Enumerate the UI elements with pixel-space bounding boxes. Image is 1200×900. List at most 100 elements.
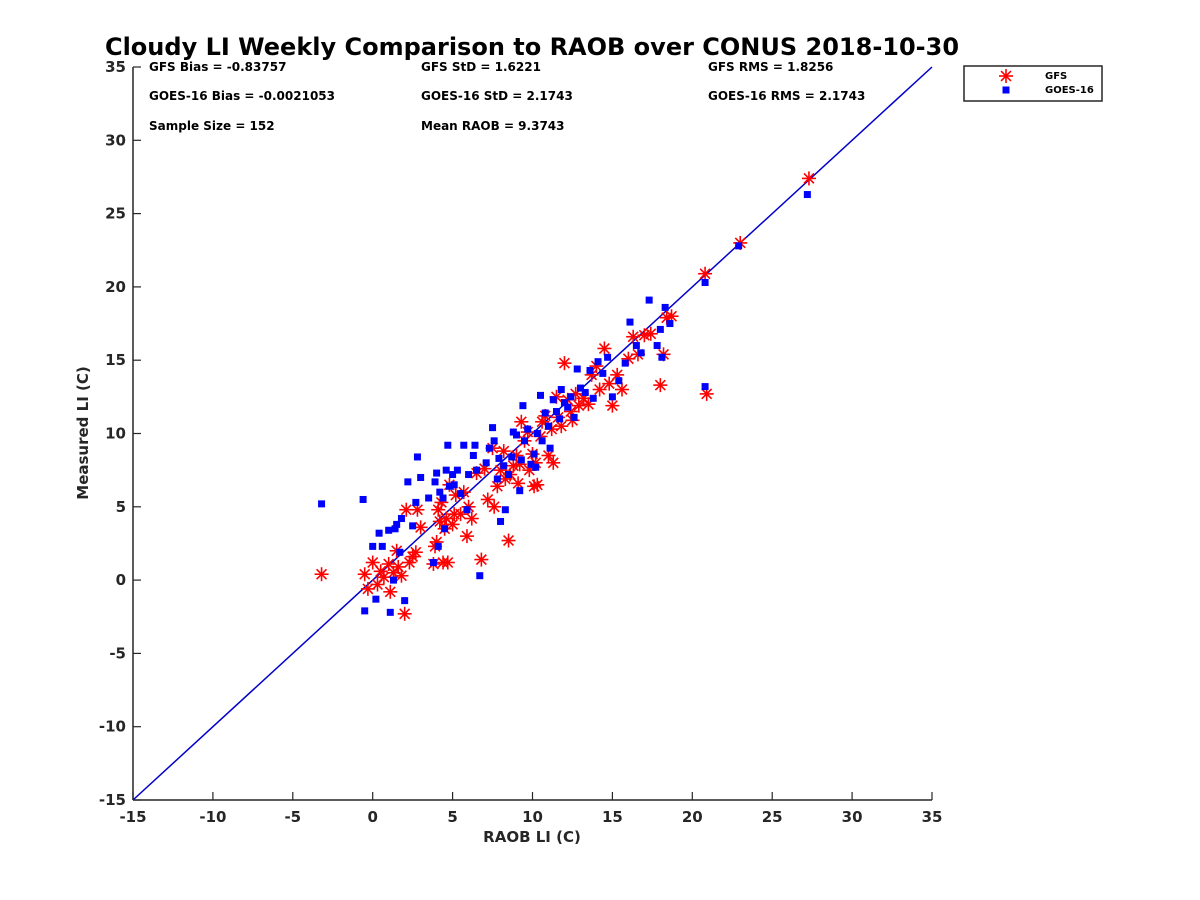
goes16-point bbox=[541, 409, 549, 417]
gfs-point bbox=[357, 567, 372, 582]
legend-box bbox=[963, 65, 1103, 102]
gfs-point bbox=[383, 584, 398, 599]
goes16-point bbox=[501, 506, 509, 514]
legend: GFS GOES-16 bbox=[963, 65, 1103, 102]
goes16-point bbox=[493, 475, 501, 483]
y-tick-label: 35 bbox=[105, 58, 126, 76]
goes16-point bbox=[444, 441, 452, 449]
gfs-point bbox=[530, 477, 545, 492]
y-axis-label: Measured LI (C) bbox=[74, 366, 92, 499]
goes16-point bbox=[389, 576, 397, 584]
stat-gfs-bias: GFS Bias = -0.83757 bbox=[149, 60, 286, 74]
gfs-point bbox=[474, 552, 489, 567]
goes16-point bbox=[469, 451, 477, 459]
goes16-point bbox=[656, 325, 664, 333]
goes16-point bbox=[434, 542, 442, 550]
ticks-layer: -15 -10 -5 0 5 10 15 20 25 30 35 -15 -10 -5 0 5 10 15 20 25… bbox=[99, 58, 943, 826]
goes16-point bbox=[449, 471, 457, 479]
goes16-point bbox=[489, 424, 497, 432]
goes16-point bbox=[431, 478, 439, 486]
goes16-point bbox=[521, 437, 529, 445]
goes16-point bbox=[573, 365, 581, 373]
gfs-point bbox=[557, 356, 572, 371]
stats-block: GFS Bias = -0.83757 GFS StD = 1.6221 GFS… bbox=[149, 60, 865, 133]
gfs-point bbox=[445, 517, 460, 532]
gfs-point bbox=[605, 398, 620, 413]
chart-title: Cloudy LI Weekly Comparison to RAOB over… bbox=[105, 33, 959, 61]
goes16-point bbox=[439, 494, 447, 502]
goes16-point bbox=[658, 353, 666, 361]
goes16-point bbox=[391, 525, 399, 533]
y-tick-label: 5 bbox=[116, 498, 126, 516]
goes16-point bbox=[608, 393, 616, 401]
x-tick-label: 20 bbox=[682, 808, 703, 826]
stat-goes-rms: GOES-16 RMS = 2.1743 bbox=[708, 89, 865, 103]
goes16-point bbox=[318, 500, 326, 508]
gfs-point bbox=[698, 266, 713, 281]
goes16-point bbox=[471, 441, 479, 449]
legend-goes16-symbol bbox=[1002, 86, 1010, 94]
goes16-point bbox=[441, 525, 449, 533]
x-tick-label: 10 bbox=[522, 808, 543, 826]
goes16-point bbox=[485, 444, 493, 452]
y-tick-label: -15 bbox=[99, 791, 126, 809]
x-tick-label: 30 bbox=[842, 808, 863, 826]
y-tick-label: 20 bbox=[105, 278, 126, 296]
goes16-point bbox=[530, 450, 538, 458]
goes16-point bbox=[453, 466, 461, 474]
goes16-point bbox=[557, 386, 565, 394]
goes16-point bbox=[632, 342, 640, 350]
stat-goes-std: GOES-16 StD = 2.1743 bbox=[421, 89, 573, 103]
goes16-point bbox=[465, 471, 473, 479]
goes16-point bbox=[546, 444, 554, 452]
goes16-point bbox=[621, 359, 629, 367]
x-tick-label: 35 bbox=[922, 808, 943, 826]
reference-line-layer bbox=[132, 66, 933, 801]
gfs-point bbox=[541, 448, 556, 463]
goes16-point bbox=[567, 393, 575, 401]
goes16-point bbox=[433, 469, 441, 477]
x-tick-label: -5 bbox=[284, 808, 301, 826]
legend-label-goes: GOES-16 bbox=[1045, 85, 1094, 96]
goes16-point bbox=[532, 463, 540, 471]
x-tick-label: 5 bbox=[447, 808, 457, 826]
goes16-point bbox=[375, 529, 383, 537]
legend-label-gfs: GFS bbox=[1045, 71, 1067, 82]
goes16-point bbox=[527, 460, 535, 468]
goes16-point bbox=[524, 425, 532, 433]
goes16-point bbox=[500, 462, 508, 470]
goes16-point bbox=[586, 366, 594, 374]
y-tick-label: 30 bbox=[105, 131, 126, 149]
stat-sample-size: Sample Size = 152 bbox=[149, 119, 275, 133]
goes16-point bbox=[594, 358, 602, 366]
goes16-point bbox=[513, 431, 521, 439]
gfs-point bbox=[653, 378, 668, 393]
goes16-point bbox=[570, 413, 578, 421]
goes16-point bbox=[508, 453, 516, 461]
y-tick-label: 10 bbox=[105, 425, 126, 443]
gfs-point bbox=[602, 376, 617, 391]
goes16-point bbox=[401, 597, 409, 605]
goes16-point bbox=[396, 548, 404, 556]
gfs-point bbox=[394, 568, 409, 583]
gfs-point bbox=[496, 444, 511, 459]
gfs-point bbox=[614, 382, 629, 397]
goes16-point bbox=[560, 399, 568, 407]
goes16-point bbox=[556, 415, 564, 423]
gfs-point bbox=[501, 533, 516, 548]
y-tick-label: -10 bbox=[99, 718, 126, 736]
goes16-point bbox=[599, 369, 607, 377]
goes16-point bbox=[476, 572, 484, 580]
goes16-point bbox=[393, 520, 401, 528]
stat-gfs-rms: GFS RMS = 1.8256 bbox=[708, 60, 833, 74]
goes16-point bbox=[549, 396, 557, 404]
goes16-point bbox=[803, 191, 811, 199]
stat-mean-raob: Mean RAOB = 9.3743 bbox=[421, 119, 565, 133]
goes16-point bbox=[386, 608, 394, 616]
goes16-point bbox=[626, 318, 634, 326]
goes16-point bbox=[460, 441, 468, 449]
y-tick-label: 25 bbox=[105, 205, 126, 223]
goes16-point bbox=[576, 384, 584, 392]
goes16-point bbox=[497, 517, 505, 525]
